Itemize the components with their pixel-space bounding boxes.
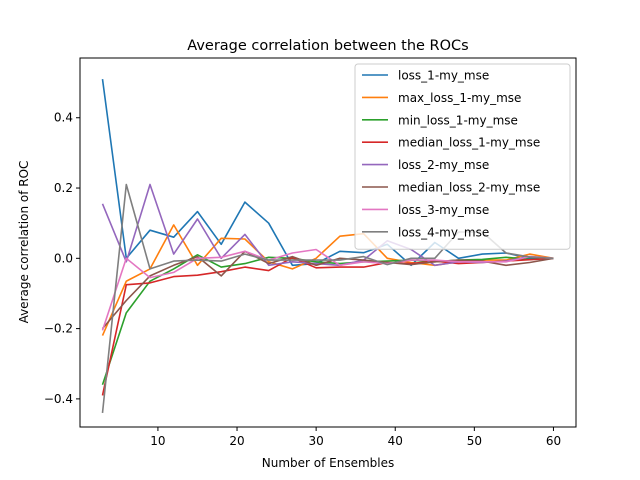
legend: loss_1-my_mse max_loss_1-my_mse min_loss_1… — [354, 63, 571, 250]
x-axis: 10 20 30 40 50 60 — [150, 427, 561, 448]
x-tick-label: 40 — [388, 434, 403, 448]
y-tick-label: −0.2 — [44, 322, 73, 336]
legend-label: loss_2-my_mse — [398, 158, 489, 172]
legend-label: max_loss_1-my_mse — [398, 91, 521, 105]
series-line-loss_3-my_mse — [101, 248, 554, 331]
legend-label: median_loss_1-my_mse — [398, 136, 540, 150]
x-tick-label: 20 — [229, 434, 244, 448]
series-layer — [101, 78, 554, 413]
legend-label: loss_4-my_mse — [398, 225, 489, 239]
legend-label: loss_3-my_mse — [398, 203, 489, 217]
legend-label: median_loss_2-my_mse — [398, 181, 540, 195]
y-axis: −0.4 −0.2 0.0 0.2 0.4 — [44, 111, 80, 406]
legend-label: loss_1-my_mse — [398, 69, 489, 83]
x-axis-label: Number of Ensembles — [262, 456, 395, 470]
series-line-median_loss_2-my_mse — [101, 250, 554, 330]
x-tick-label: 60 — [546, 434, 561, 448]
y-axis-label: Average correlation of ROC — [17, 161, 31, 324]
plot-frame — [79, 57, 577, 428]
y-tick-label: 0.4 — [54, 111, 73, 125]
y-tick-label: −0.4 — [44, 392, 73, 406]
x-tick-label: 50 — [467, 434, 482, 448]
x-tick-label: 30 — [308, 434, 323, 448]
chart-title: Average correlation between the ROCs — [187, 38, 468, 54]
y-tick-label: 0.0 — [54, 251, 73, 265]
legend-box — [354, 63, 571, 250]
x-tick-label: 10 — [150, 434, 165, 448]
legend-label: min_loss_1-my_mse — [398, 113, 518, 127]
series-line-min_loss_1-my_mse — [101, 254, 554, 386]
y-tick-label: 0.2 — [54, 181, 73, 195]
